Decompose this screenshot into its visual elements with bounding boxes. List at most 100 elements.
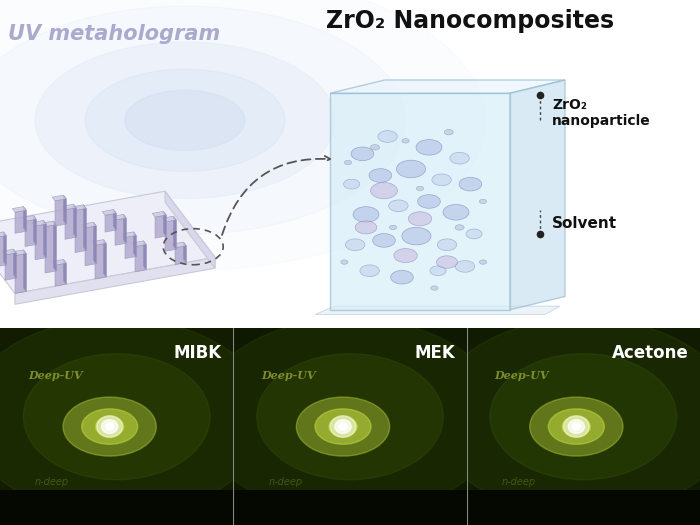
Polygon shape [172,242,186,248]
Polygon shape [233,328,467,525]
Polygon shape [510,80,565,310]
Circle shape [370,144,379,150]
Polygon shape [15,257,215,304]
Ellipse shape [0,318,268,515]
Circle shape [444,130,454,135]
Circle shape [480,200,486,204]
Circle shape [418,195,440,208]
Text: MEK: MEK [414,344,455,362]
Polygon shape [62,204,76,210]
Polygon shape [122,232,136,237]
Polygon shape [0,236,6,267]
Ellipse shape [490,354,677,480]
Circle shape [339,423,347,430]
Circle shape [341,260,348,264]
Ellipse shape [329,417,357,436]
Polygon shape [0,489,233,525]
Polygon shape [163,212,166,236]
Polygon shape [45,225,56,273]
Circle shape [351,147,374,161]
Text: Deep-UV: Deep-UV [28,370,83,381]
Polygon shape [4,232,6,265]
Ellipse shape [0,279,327,525]
Circle shape [408,212,432,226]
Circle shape [360,265,379,277]
Ellipse shape [63,397,156,456]
Polygon shape [162,216,176,222]
Ellipse shape [562,417,590,436]
Ellipse shape [35,42,335,198]
Polygon shape [53,221,56,271]
Circle shape [564,416,589,437]
Polygon shape [165,191,215,268]
Polygon shape [125,236,136,259]
Polygon shape [93,222,96,264]
Polygon shape [42,221,56,227]
Polygon shape [175,246,186,265]
Polygon shape [105,213,116,232]
Polygon shape [85,226,96,266]
Text: MIBK: MIBK [174,344,222,362]
Circle shape [389,225,397,229]
Circle shape [455,225,464,230]
Polygon shape [23,250,26,291]
Ellipse shape [432,318,700,515]
Ellipse shape [96,417,124,436]
Polygon shape [102,209,116,215]
Ellipse shape [373,279,700,525]
Polygon shape [64,259,66,284]
Circle shape [402,139,409,143]
Circle shape [480,260,486,264]
Polygon shape [75,208,86,253]
Circle shape [346,239,365,250]
Polygon shape [123,214,126,243]
Circle shape [335,419,351,434]
Circle shape [568,419,584,434]
Circle shape [344,160,351,165]
Ellipse shape [0,0,485,270]
Polygon shape [92,239,106,245]
Polygon shape [34,216,36,245]
Polygon shape [65,208,76,239]
Polygon shape [0,232,6,237]
Circle shape [402,227,431,245]
Circle shape [389,200,408,212]
Circle shape [370,183,398,199]
Polygon shape [52,195,66,201]
Ellipse shape [23,354,210,480]
Polygon shape [22,216,36,222]
Ellipse shape [140,279,560,525]
Polygon shape [165,220,176,251]
Ellipse shape [82,409,138,444]
Polygon shape [74,204,76,237]
Ellipse shape [125,90,245,150]
Ellipse shape [548,409,604,444]
Text: n-deep: n-deep [268,477,302,487]
FancyArrowPatch shape [222,156,330,235]
Circle shape [378,131,398,142]
Circle shape [355,221,377,234]
Circle shape [416,186,424,191]
Polygon shape [12,206,26,212]
Ellipse shape [257,354,443,480]
Polygon shape [104,239,106,277]
Polygon shape [467,489,700,525]
Polygon shape [132,241,146,247]
Circle shape [443,205,469,220]
Polygon shape [55,263,66,286]
Circle shape [344,179,360,189]
Polygon shape [43,220,46,258]
Circle shape [430,266,446,276]
Polygon shape [330,80,565,93]
Circle shape [102,419,118,434]
Ellipse shape [296,397,390,456]
Polygon shape [0,191,215,293]
Polygon shape [35,224,46,260]
Text: Acetone: Acetone [612,344,688,362]
Circle shape [466,229,482,239]
Circle shape [391,270,413,284]
Polygon shape [2,249,16,255]
Circle shape [430,286,438,290]
Ellipse shape [85,69,285,171]
Circle shape [97,416,122,437]
